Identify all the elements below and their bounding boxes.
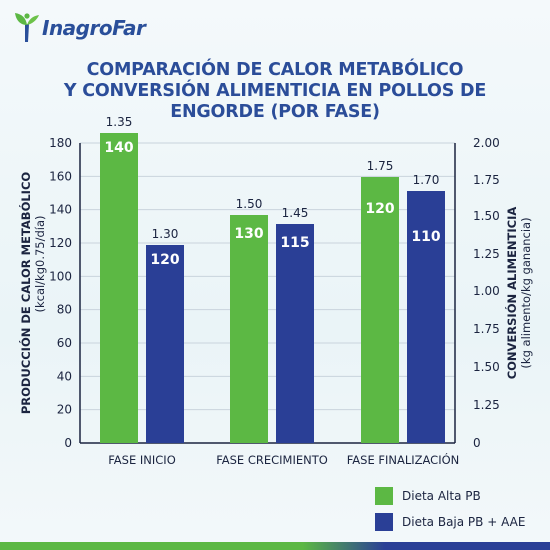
bar-conversion-label: 1.75 bbox=[367, 159, 394, 173]
left-tick-label: 20 bbox=[57, 403, 72, 417]
legend-item-baja: Dieta Baja PB + AAE bbox=[375, 512, 525, 532]
bar-conversion-label: 1.50 bbox=[236, 197, 263, 211]
right-tick-label: 1.25 bbox=[473, 398, 500, 412]
legend: Dieta Alta PB Dieta Baja PB + AAE bbox=[375, 486, 525, 538]
bar-baja bbox=[276, 224, 314, 443]
left-axis-title: PRODUCCIÓN DE CALOR METABÓLICO bbox=[18, 172, 33, 415]
left-tick-label: 40 bbox=[57, 369, 72, 383]
bar-baja bbox=[146, 245, 184, 443]
left-axis-subtitle: (kcal/kg0.75/día) bbox=[33, 215, 47, 312]
legend-item-alta: Dieta Alta PB bbox=[375, 486, 525, 506]
chart-title-line-2: Y CONVERSIÓN ALIMENTICIA EN POLLOS DE bbox=[63, 81, 487, 101]
bar-heat-label: 115 bbox=[280, 235, 309, 251]
bar-alta bbox=[230, 215, 268, 443]
category-label: FASE FINALIZACIÓN bbox=[347, 452, 460, 467]
bar-alta bbox=[100, 133, 138, 443]
brand-name: InagroFar bbox=[42, 16, 146, 40]
legend-label-alta: Dieta Alta PB bbox=[402, 489, 481, 503]
bar-heat-label: 120 bbox=[150, 252, 179, 268]
legend-label-baja: Dieta Baja PB + AAE bbox=[402, 515, 526, 529]
right-tick-label: 1.25 bbox=[473, 247, 500, 261]
left-tick-label: 120 bbox=[49, 236, 72, 250]
right-tick-label: 1.00 bbox=[473, 284, 500, 298]
right-tick-label: 1.50 bbox=[473, 360, 500, 374]
bar-heat-label: 110 bbox=[411, 229, 440, 245]
bar-conversion-label: 1.30 bbox=[152, 227, 179, 241]
brand-logo: InagroFar bbox=[14, 12, 146, 44]
bar-heat-label: 120 bbox=[365, 201, 394, 217]
bar-conversion-label: 1.70 bbox=[413, 173, 440, 187]
left-tick-label: 60 bbox=[57, 336, 72, 350]
right-tick-label: 0 bbox=[473, 436, 481, 450]
legend-swatch-blue bbox=[375, 513, 393, 531]
bar-heat-label: 140 bbox=[104, 140, 133, 156]
left-tick-label: 80 bbox=[57, 303, 72, 317]
bar-conversion-label: 1.45 bbox=[282, 206, 309, 220]
bar-heat-label: 130 bbox=[234, 226, 263, 242]
chart-title-line-1: COMPARACIÓN DE CALOR METABÓLICO bbox=[86, 60, 464, 80]
right-tick-label: 2.00 bbox=[473, 136, 500, 150]
left-tick-label: 160 bbox=[49, 169, 72, 183]
right-axis-title: CONVERSIÓN ALIMENTICIA bbox=[504, 207, 519, 380]
right-tick-label: 1.75 bbox=[473, 173, 500, 187]
bar-baja bbox=[407, 191, 445, 443]
legend-swatch-green bbox=[375, 487, 393, 505]
left-tick-label: 100 bbox=[49, 269, 72, 283]
bar-conversion-label: 1.35 bbox=[106, 115, 133, 129]
left-tick-label: 0 bbox=[64, 436, 72, 450]
right-axis-subtitle: (kg alimento/kg ganancia) bbox=[519, 217, 533, 368]
chart-title-line-3: ENGORDE (POR FASE) bbox=[170, 102, 380, 122]
right-tick-label: 1.50 bbox=[473, 209, 500, 223]
right-tick-label: 1.75 bbox=[473, 322, 500, 336]
category-label: FASE INICIO bbox=[108, 453, 176, 467]
sprout-person-icon bbox=[15, 13, 39, 42]
bar-alta bbox=[361, 177, 399, 443]
category-label: FASE CRECIMIENTO bbox=[216, 453, 328, 467]
left-tick-label: 180 bbox=[49, 136, 72, 150]
left-tick-label: 140 bbox=[49, 203, 72, 217]
chart-title: COMPARACIÓN DE CALOR METABÓLICO Y CONVER… bbox=[30, 60, 520, 123]
bottom-color-bar bbox=[0, 542, 550, 550]
